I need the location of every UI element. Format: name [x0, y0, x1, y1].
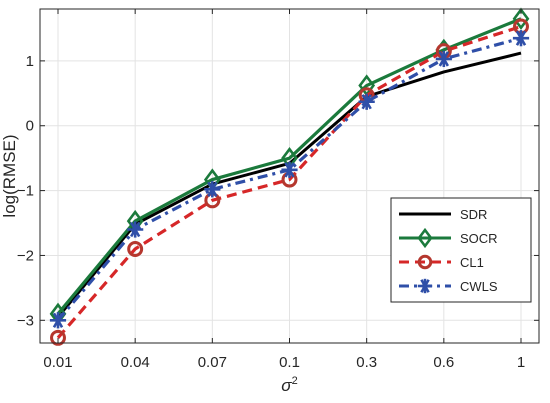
data-point-cwls: [358, 93, 375, 110]
legend-label-socr: SOCR: [460, 231, 498, 246]
y-tick-label: 0: [26, 118, 34, 135]
data-point-cwls: [281, 161, 298, 178]
x-tick-label: 1: [517, 354, 525, 371]
x-tick-label: 0.07: [198, 354, 227, 371]
data-point-cwls: [512, 30, 530, 47]
y-tick-label: 1: [26, 53, 34, 70]
legend-marker-cwls: [417, 278, 433, 294]
series-layer: [49, 7, 530, 346]
tick-labels: 0.01 0.04 0.07 0.1 0.3 0.6 1 −3 −2 −1 0 1: [17, 53, 525, 371]
x-tick-label: 0.1: [279, 354, 300, 371]
data-point-cwls: [127, 221, 144, 238]
series-cl1: [50, 18, 529, 346]
series-cwls: [49, 30, 530, 329]
y-tick-label: −2: [17, 247, 34, 264]
x-axis-label: σ2: [281, 375, 297, 395]
data-point-cwls: [204, 181, 221, 198]
x-axis-label-superscript: 2: [292, 375, 298, 387]
data-point-cwls: [435, 50, 452, 68]
ticks: [40, 9, 539, 343]
x-tick-label: 0.6: [433, 354, 454, 371]
y-axis-label: log(RMSE): [0, 134, 19, 217]
data-point-cwls: [49, 312, 67, 329]
x-tick-label: 0.01: [43, 354, 72, 371]
x-axis-label-main: σ: [281, 376, 292, 395]
x-tick-label: 0.3: [356, 354, 377, 371]
series-line-socr: [56, 17, 522, 315]
x-tick-label: 0.04: [121, 354, 150, 371]
legend-label-sdr: SDR: [460, 207, 487, 222]
y-tick-label: −3: [17, 312, 34, 329]
data-point-cl1: [50, 329, 66, 346]
data-point-cl1: [127, 240, 144, 257]
y-tick-label: −1: [17, 183, 34, 200]
data-point-socr: [512, 7, 530, 30]
legend-marker-socr: [417, 227, 433, 249]
legend-label-cwls: CWLS: [460, 279, 498, 294]
legend: SDR SOCR CL1 CWLS: [390, 197, 532, 303]
legend-marker-cl1: [417, 254, 433, 270]
series-line-cl1: [56, 24, 522, 339]
legend-label-cl1: CL1: [460, 255, 484, 270]
